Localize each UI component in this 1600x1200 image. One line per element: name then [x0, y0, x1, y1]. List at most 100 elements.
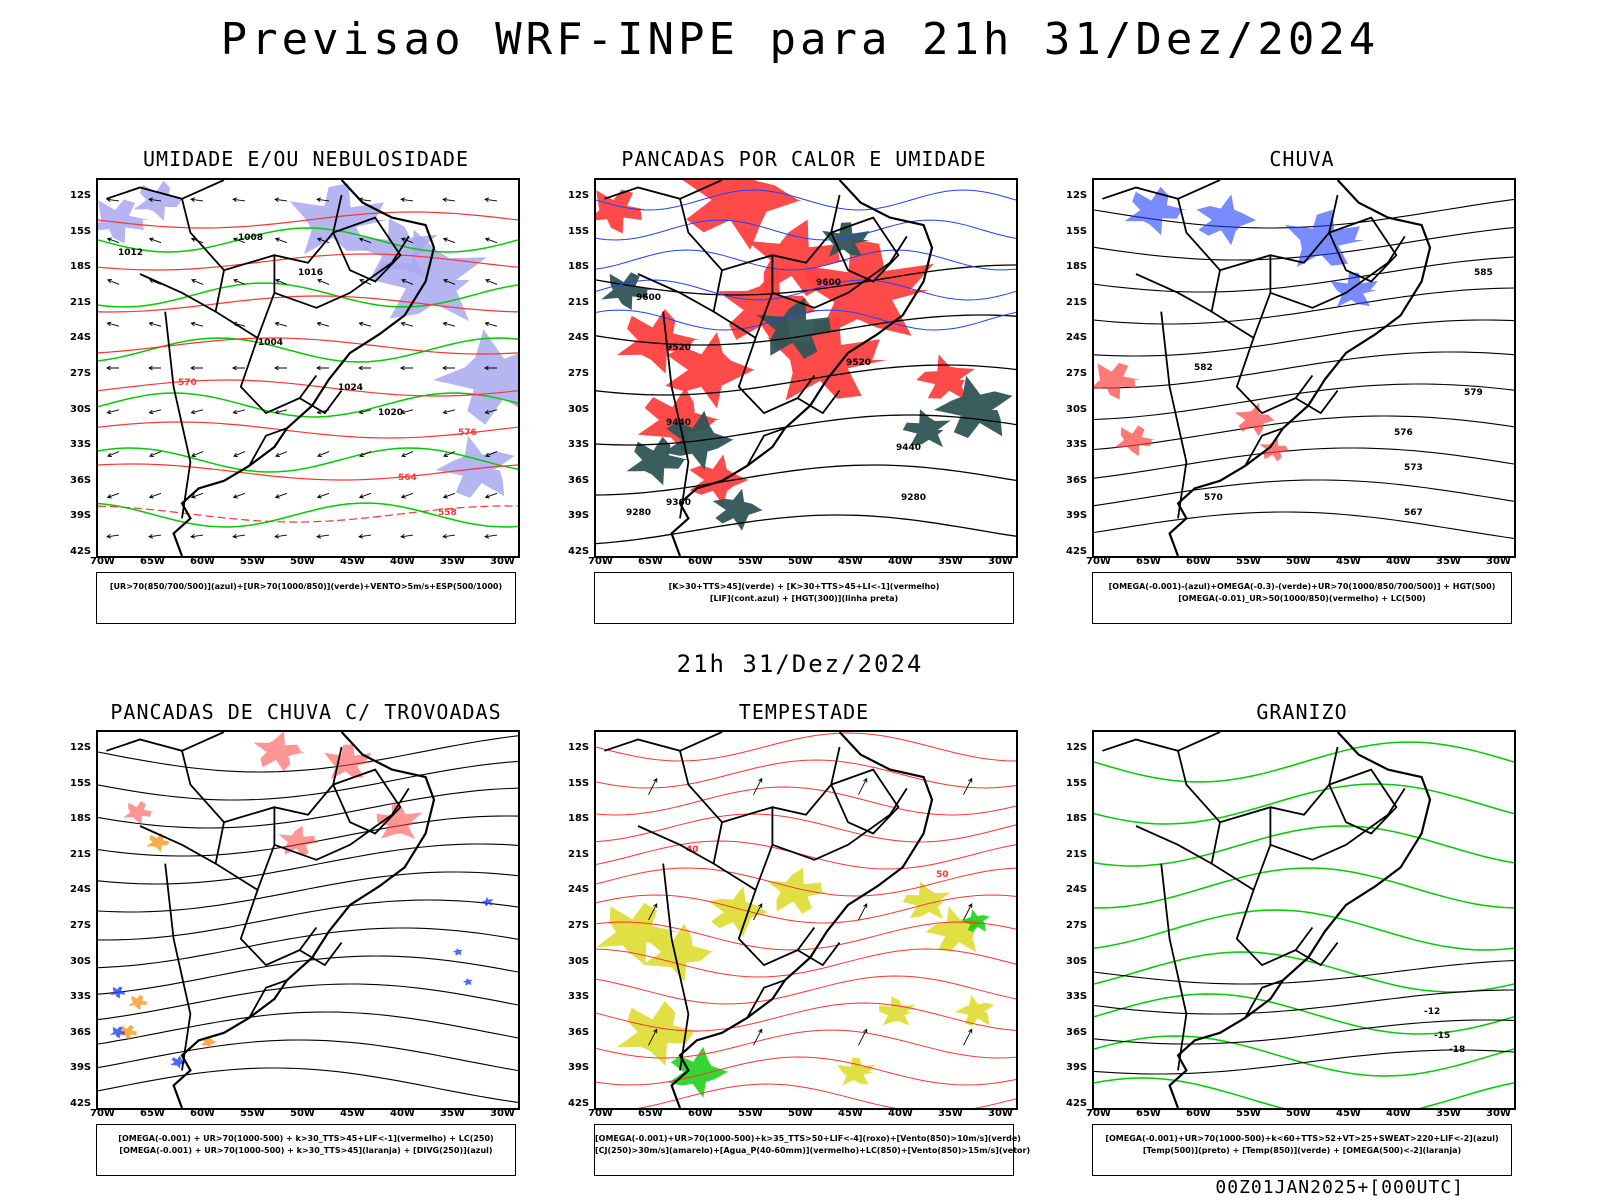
- wind-vector-arrow: [148, 237, 162, 244]
- longitude-tick-label: 40W: [888, 556, 913, 567]
- longitude-tick-label: 50W: [290, 1108, 315, 1119]
- legend-line: [OMEGA(-0.001)-(azul)+OMEGA(-0.3)-(verde…: [1108, 582, 1496, 591]
- longitude-tick-label: 50W: [1286, 556, 1311, 567]
- contour-label: 579: [1464, 388, 1483, 398]
- precipitable-water-contour: [596, 1002, 1016, 1032]
- country-border: [1160, 311, 1188, 519]
- wind-vector-arrow: [316, 321, 330, 327]
- country-border: [1177, 746, 1339, 824]
- country-border: [830, 216, 900, 283]
- streamline: [1094, 351, 1514, 389]
- country-border: [106, 732, 225, 752]
- country-border: [797, 390, 841, 415]
- wind-vector-arrow: [275, 451, 288, 458]
- precipitable-water-contour: [596, 759, 1016, 789]
- latitude-tick-label: 21S: [568, 848, 590, 860]
- temp-850-contour: [1094, 867, 1514, 909]
- model-run-footer: 00Z01JAN2025+[000UTC]: [1215, 1177, 1464, 1198]
- country-border: [239, 337, 318, 415]
- contour-label: 9520: [666, 343, 691, 353]
- thunderstorm-red: [376, 802, 423, 839]
- wind-vector-arrow: [107, 278, 120, 285]
- wind-vector-arrow: [190, 492, 204, 499]
- wind-vector-arrow: [442, 321, 456, 327]
- latitude-tick-label: 27S: [1066, 920, 1088, 931]
- country-border: [1328, 216, 1398, 283]
- country-border: [1235, 889, 1314, 967]
- omega-rising-blue: [1330, 272, 1378, 308]
- jet-stream-yellow: [642, 923, 715, 982]
- contour-label: 1004: [258, 338, 283, 348]
- longitude-tick-label: 35W: [938, 556, 963, 567]
- country-border: [637, 825, 715, 865]
- latitude-tick-label: 18S: [1066, 813, 1088, 825]
- latitude-tick-label: 27S: [568, 920, 590, 931]
- longitude-tick-label: 60W: [688, 1108, 713, 1119]
- latitude-tick-label: 30S: [1066, 403, 1088, 415]
- weather-map: 585 582 579 576 573 570 567: [1092, 178, 1516, 558]
- wind-vector-arrow: [148, 534, 162, 539]
- latitude-tick-label: 27S: [70, 368, 92, 379]
- instability-fill-green: [712, 488, 764, 531]
- geopotential-height-contour: [596, 364, 1016, 396]
- country-border: [1102, 180, 1221, 200]
- geopotential-height-contour: [596, 414, 1016, 446]
- longitude-tick-label: 30W: [988, 556, 1013, 567]
- wind-vector-arrow: [442, 365, 455, 371]
- wind-vector-arrow: [148, 492, 162, 499]
- wind-vector-arrow: [274, 492, 288, 499]
- longitude-tick-label: 60W: [1186, 556, 1211, 567]
- latitude-tick-label: 18S: [70, 261, 92, 273]
- country-border: [1270, 235, 1406, 309]
- country-border: [299, 390, 343, 415]
- wind-vector-arrow: [485, 278, 498, 285]
- wind-vector-arrow: [442, 409, 456, 415]
- longitude-tick-label: 60W: [1186, 1108, 1211, 1119]
- longitude-tick-label: 50W: [788, 1108, 813, 1119]
- panel-title: GRANIZO: [1256, 700, 1348, 724]
- contour-label: 1012: [118, 248, 143, 258]
- contour-label: 9440: [896, 443, 921, 453]
- wind-vector-arrow: [106, 237, 120, 244]
- legend-line: [OMEGA(-0.001)+UR>70(1000-500)+k>35_TTS>…: [595, 1134, 1021, 1143]
- weather-map: [96, 730, 520, 1110]
- latitude-tick-label: 42S: [1066, 546, 1088, 557]
- latitude-tick-label: 12S: [1066, 742, 1088, 753]
- streamline-250hpa: [98, 1067, 518, 1103]
- temp-500-contour: [1094, 1019, 1514, 1045]
- latitude-tick-label: 42S: [568, 1098, 590, 1109]
- country-border: [1295, 942, 1339, 967]
- country-border: [1244, 979, 1284, 1019]
- wind-850-vector: [858, 903, 868, 921]
- map-canvas: 9600 9520 9440 9360 9280 9600 9520 9440 9280: [596, 180, 1016, 556]
- latitude-tick-label: 42S: [568, 546, 590, 557]
- wind-vector-arrow: [275, 278, 288, 285]
- instability-fill-green: [626, 436, 689, 486]
- forecast-time-subtitle: 21h 31/Dez/2024: [676, 650, 924, 678]
- wind-vector-arrow: [400, 237, 414, 244]
- country-border: [737, 889, 816, 967]
- contour-label: 9440: [666, 418, 691, 428]
- wind-vector-arrow: [190, 534, 204, 539]
- instability-fill-green: [601, 272, 653, 310]
- wind-vector-arrow: [484, 365, 497, 371]
- country-border: [274, 235, 410, 309]
- wind-vector-arrow: [316, 197, 330, 202]
- contour-label: -15: [1434, 1031, 1450, 1041]
- wind-850-vector: [858, 777, 868, 795]
- country-border: [737, 337, 816, 415]
- jet-stream-yellow: [954, 994, 995, 1026]
- contour-label: 567: [1404, 508, 1423, 518]
- temp-850-contour: [1094, 993, 1514, 1035]
- latitude-tick-label: 39S: [1066, 1062, 1088, 1074]
- latitude-tick-label: 36S: [568, 1026, 590, 1038]
- longitude-tick-label: 45W: [340, 1108, 365, 1119]
- latitude-tick-label: 24S: [568, 332, 590, 344]
- wind-vector-arrow: [274, 365, 287, 371]
- wind-vector-arrow: [358, 409, 372, 415]
- longitude-tick-label: 40W: [1386, 1108, 1411, 1119]
- latitude-tick-label: 24S: [70, 884, 92, 896]
- panel-legend: [K>30+TTS>45](verde) + [K>30+TTS>45+LI<-…: [594, 572, 1014, 624]
- precipitable-water-contour: [596, 867, 1016, 897]
- longitude-tick-label: 65W: [1136, 556, 1161, 567]
